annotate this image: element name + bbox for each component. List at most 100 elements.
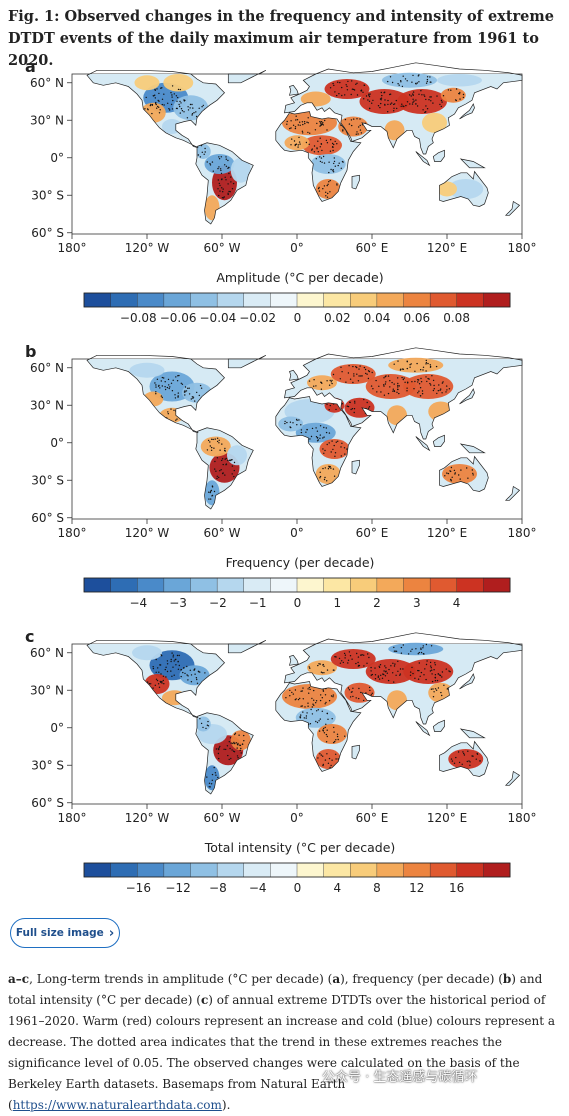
significance-dot	[371, 371, 373, 374]
significance-dot	[162, 679, 164, 682]
significance-dot	[450, 89, 452, 91]
trend-region	[315, 179, 341, 199]
caption-panel-range: a–c	[8, 972, 30, 986]
significance-dot	[164, 381, 166, 383]
significance-dot	[333, 741, 335, 744]
significance-dot	[218, 442, 220, 444]
significance-dot	[330, 139, 332, 141]
significance-dot	[332, 694, 334, 696]
significance-dot	[313, 699, 315, 701]
significance-dot	[325, 431, 328, 434]
full-size-image-button[interactable]: Full size image ›	[10, 918, 120, 948]
significance-dot	[330, 467, 332, 469]
trend-region	[200, 436, 231, 457]
significance-dot	[424, 111, 427, 113]
significance-dot	[412, 74, 414, 77]
significance-dot	[393, 646, 395, 649]
significance-dot	[332, 448, 334, 451]
significance-dot	[355, 83, 357, 85]
significance-dot	[429, 670, 432, 672]
significance-dot	[307, 131, 309, 134]
colorbar-cell	[243, 292, 271, 308]
significance-dot	[327, 192, 329, 195]
coastline-madagascar	[351, 174, 360, 190]
significance-dot	[359, 365, 361, 367]
significance-dot	[170, 382, 173, 384]
significance-dot	[361, 375, 363, 377]
significance-dot	[420, 651, 423, 654]
significance-dot	[308, 143, 310, 145]
significance-dot	[325, 195, 327, 197]
panel-label: a	[25, 57, 36, 76]
significance-dot	[329, 87, 332, 89]
significance-dot	[347, 80, 349, 83]
coastline-north-america	[86, 69, 225, 149]
colorbar-cell	[483, 292, 511, 308]
significance-dot	[411, 666, 413, 669]
significance-dot	[353, 408, 356, 410]
significance-dot	[154, 94, 156, 96]
colorbar-tick-label: −0.04	[200, 311, 237, 325]
colorbar-title: Frequency (per decade)	[226, 555, 375, 570]
significance-dot	[320, 381, 323, 384]
significance-dot	[379, 106, 381, 109]
significance-dot	[410, 363, 412, 365]
significance-dot	[344, 654, 347, 656]
significance-dot	[187, 387, 189, 389]
significance-dot	[402, 105, 404, 107]
significance-dot	[472, 755, 474, 757]
colorbar-cell	[110, 292, 138, 308]
significance-dot	[441, 101, 443, 103]
significance-dot	[380, 97, 383, 99]
significance-dot	[180, 102, 182, 104]
significance-dot	[422, 366, 425, 368]
significance-dot	[327, 183, 329, 185]
significance-dot	[450, 470, 452, 473]
significance-dot	[384, 104, 386, 106]
significance-dot	[198, 671, 200, 673]
significance-dot	[166, 660, 169, 662]
significance-dot	[425, 678, 427, 681]
coastline-eurasia-africa	[275, 347, 523, 487]
significance-dot	[331, 382, 333, 385]
significance-dot	[356, 366, 358, 369]
significance-dot	[341, 660, 343, 662]
significance-dot	[358, 664, 360, 667]
significance-dot	[397, 670, 399, 672]
significance-dot	[166, 663, 169, 665]
significance-dot	[421, 390, 424, 392]
trend-region	[403, 374, 454, 399]
significance-dot	[402, 668, 404, 670]
natural-earth-link[interactable]: https://www.naturalearthdata.com	[12, 1098, 222, 1112]
lon-tick-label: 180°	[58, 526, 87, 540]
colorbar-cell	[403, 577, 431, 593]
significance-dot	[230, 176, 232, 178]
lon-tick-label: 120° E	[427, 811, 467, 825]
trend-region	[440, 87, 466, 103]
significance-dot	[200, 387, 203, 389]
significance-dot	[415, 648, 417, 650]
significance-dot	[156, 679, 159, 682]
colorbar-cell	[376, 292, 405, 308]
significance-dot	[360, 132, 363, 134]
significance-dot	[211, 446, 213, 449]
significance-dot	[439, 674, 442, 677]
significance-dot	[220, 172, 223, 175]
significance-dot	[393, 110, 395, 112]
colorbar-tick-label: −12	[165, 881, 190, 895]
significance-dot	[430, 384, 432, 386]
significance-dot	[190, 674, 193, 676]
colorbar-tick-label: −4	[129, 596, 147, 610]
significance-dot	[450, 758, 453, 760]
significance-dot	[295, 143, 298, 145]
significance-dot	[450, 466, 453, 469]
significance-dot	[164, 388, 167, 391]
significance-dot	[412, 101, 414, 103]
significance-dot	[198, 107, 200, 109]
significance-dot	[317, 151, 319, 153]
significance-dot	[161, 376, 164, 379]
significance-dot	[409, 103, 411, 105]
significance-dot	[195, 115, 198, 118]
significance-dot	[338, 93, 340, 95]
significance-dot	[342, 161, 344, 163]
